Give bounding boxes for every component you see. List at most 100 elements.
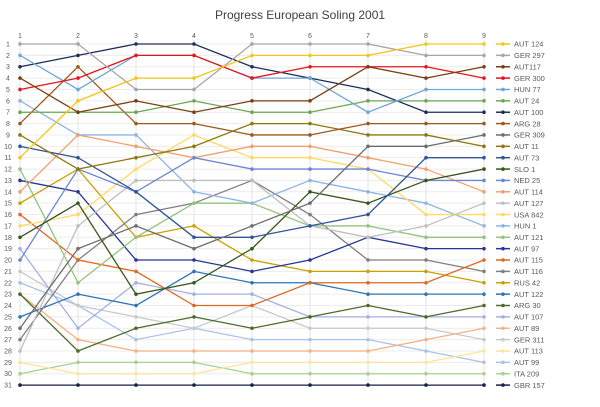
legend-label: AUT 115 [514,256,543,265]
data-point [192,383,196,387]
data-point [424,337,428,342]
data-point [192,76,196,80]
x-tick-label: 5 [250,33,254,40]
data-point [366,99,370,103]
series-aut-113 [18,349,486,376]
data-point [424,280,428,285]
data-point [18,144,22,149]
data-point [250,349,254,353]
data-point [250,167,254,171]
legend-item: AUT117 [496,62,541,71]
legend-label: GER 309 [514,131,545,140]
data-point [308,99,312,103]
data-point [76,64,80,69]
y-tick-label: 6 [6,98,10,105]
y-tick-label: 26 [4,326,12,333]
data-point [76,303,80,308]
data-point [366,201,370,205]
legend-marker [501,224,505,228]
legend-marker [501,235,505,240]
legend-label: AUT 89 [514,324,539,333]
legend-item: GER 300 [496,74,545,83]
legend-marker [501,292,505,296]
legend-item: AUT 89 [496,324,539,333]
data-point [250,280,254,285]
data-point [424,360,428,365]
data-point [424,99,428,103]
data-point [366,269,370,274]
data-point [76,371,80,376]
legend-label: AUT 100 [514,108,543,117]
data-point [76,212,80,217]
data-point [18,133,22,137]
y-tick-label: 27 [4,337,12,344]
data-point [366,121,370,126]
legend-marker [501,371,505,376]
data-point [424,258,428,262]
data-point [366,326,370,331]
data-point [424,246,428,251]
data-point [482,326,486,331]
data-point [482,167,486,171]
data-point [134,280,138,285]
legend-label: AUT 99 [514,358,539,367]
data-point [482,246,486,251]
data-point [366,64,370,69]
y-tick-label: 10 [4,144,12,151]
data-point [192,53,196,58]
data-point [18,326,22,331]
legend-item: GBR 157 [496,381,545,390]
data-point [192,349,196,353]
legend-label: AUT 107 [514,313,543,322]
data-point [482,155,486,160]
data-point [424,121,428,126]
data-point [366,224,370,228]
legend-marker [501,144,505,149]
legend-label: AUT 116 [514,267,543,276]
legend-item: AUT 99 [496,358,539,367]
series-aut-115 [18,212,486,308]
data-point [76,258,80,262]
legend-marker [501,133,505,137]
y-tick-label: 2 [6,53,10,60]
series-aut-73 [18,144,486,240]
data-point [192,87,196,92]
legend-marker [501,326,505,331]
data-point [424,178,428,183]
data-point [482,87,486,92]
y-tick-label: 16 [4,212,12,219]
data-point [134,155,138,160]
data-point [18,53,22,58]
data-point [18,371,22,376]
data-point [366,155,370,160]
data-point [76,53,80,58]
data-point [192,224,196,228]
data-point [134,178,138,183]
data-point [308,42,312,46]
data-point [482,315,486,319]
y-tick-label: 3 [6,64,10,71]
data-point [134,235,138,240]
legend-label: ITA 209 [514,369,539,378]
data-point [76,190,80,194]
series-aut-124 [18,42,486,160]
data-point [482,133,486,137]
data-point [366,258,370,262]
data-point [250,246,254,251]
y-tick-label: 21 [4,269,12,276]
legend-item: AUT 100 [496,108,543,117]
legend-label: ARG 30 [514,301,541,310]
legend-item: AUT 24 [496,97,539,106]
legend-item: AUT 116 [496,267,543,276]
x-tick-label: 7 [366,33,370,40]
y-tick-label: 20 [4,258,12,265]
data-point [366,42,370,46]
data-point [250,269,254,274]
data-point [18,121,22,126]
data-point [250,76,254,80]
data-point [482,212,486,217]
data-point [192,280,196,285]
data-point [134,42,138,46]
legend-label: GER 300 [514,74,545,83]
legend-marker [501,64,505,69]
